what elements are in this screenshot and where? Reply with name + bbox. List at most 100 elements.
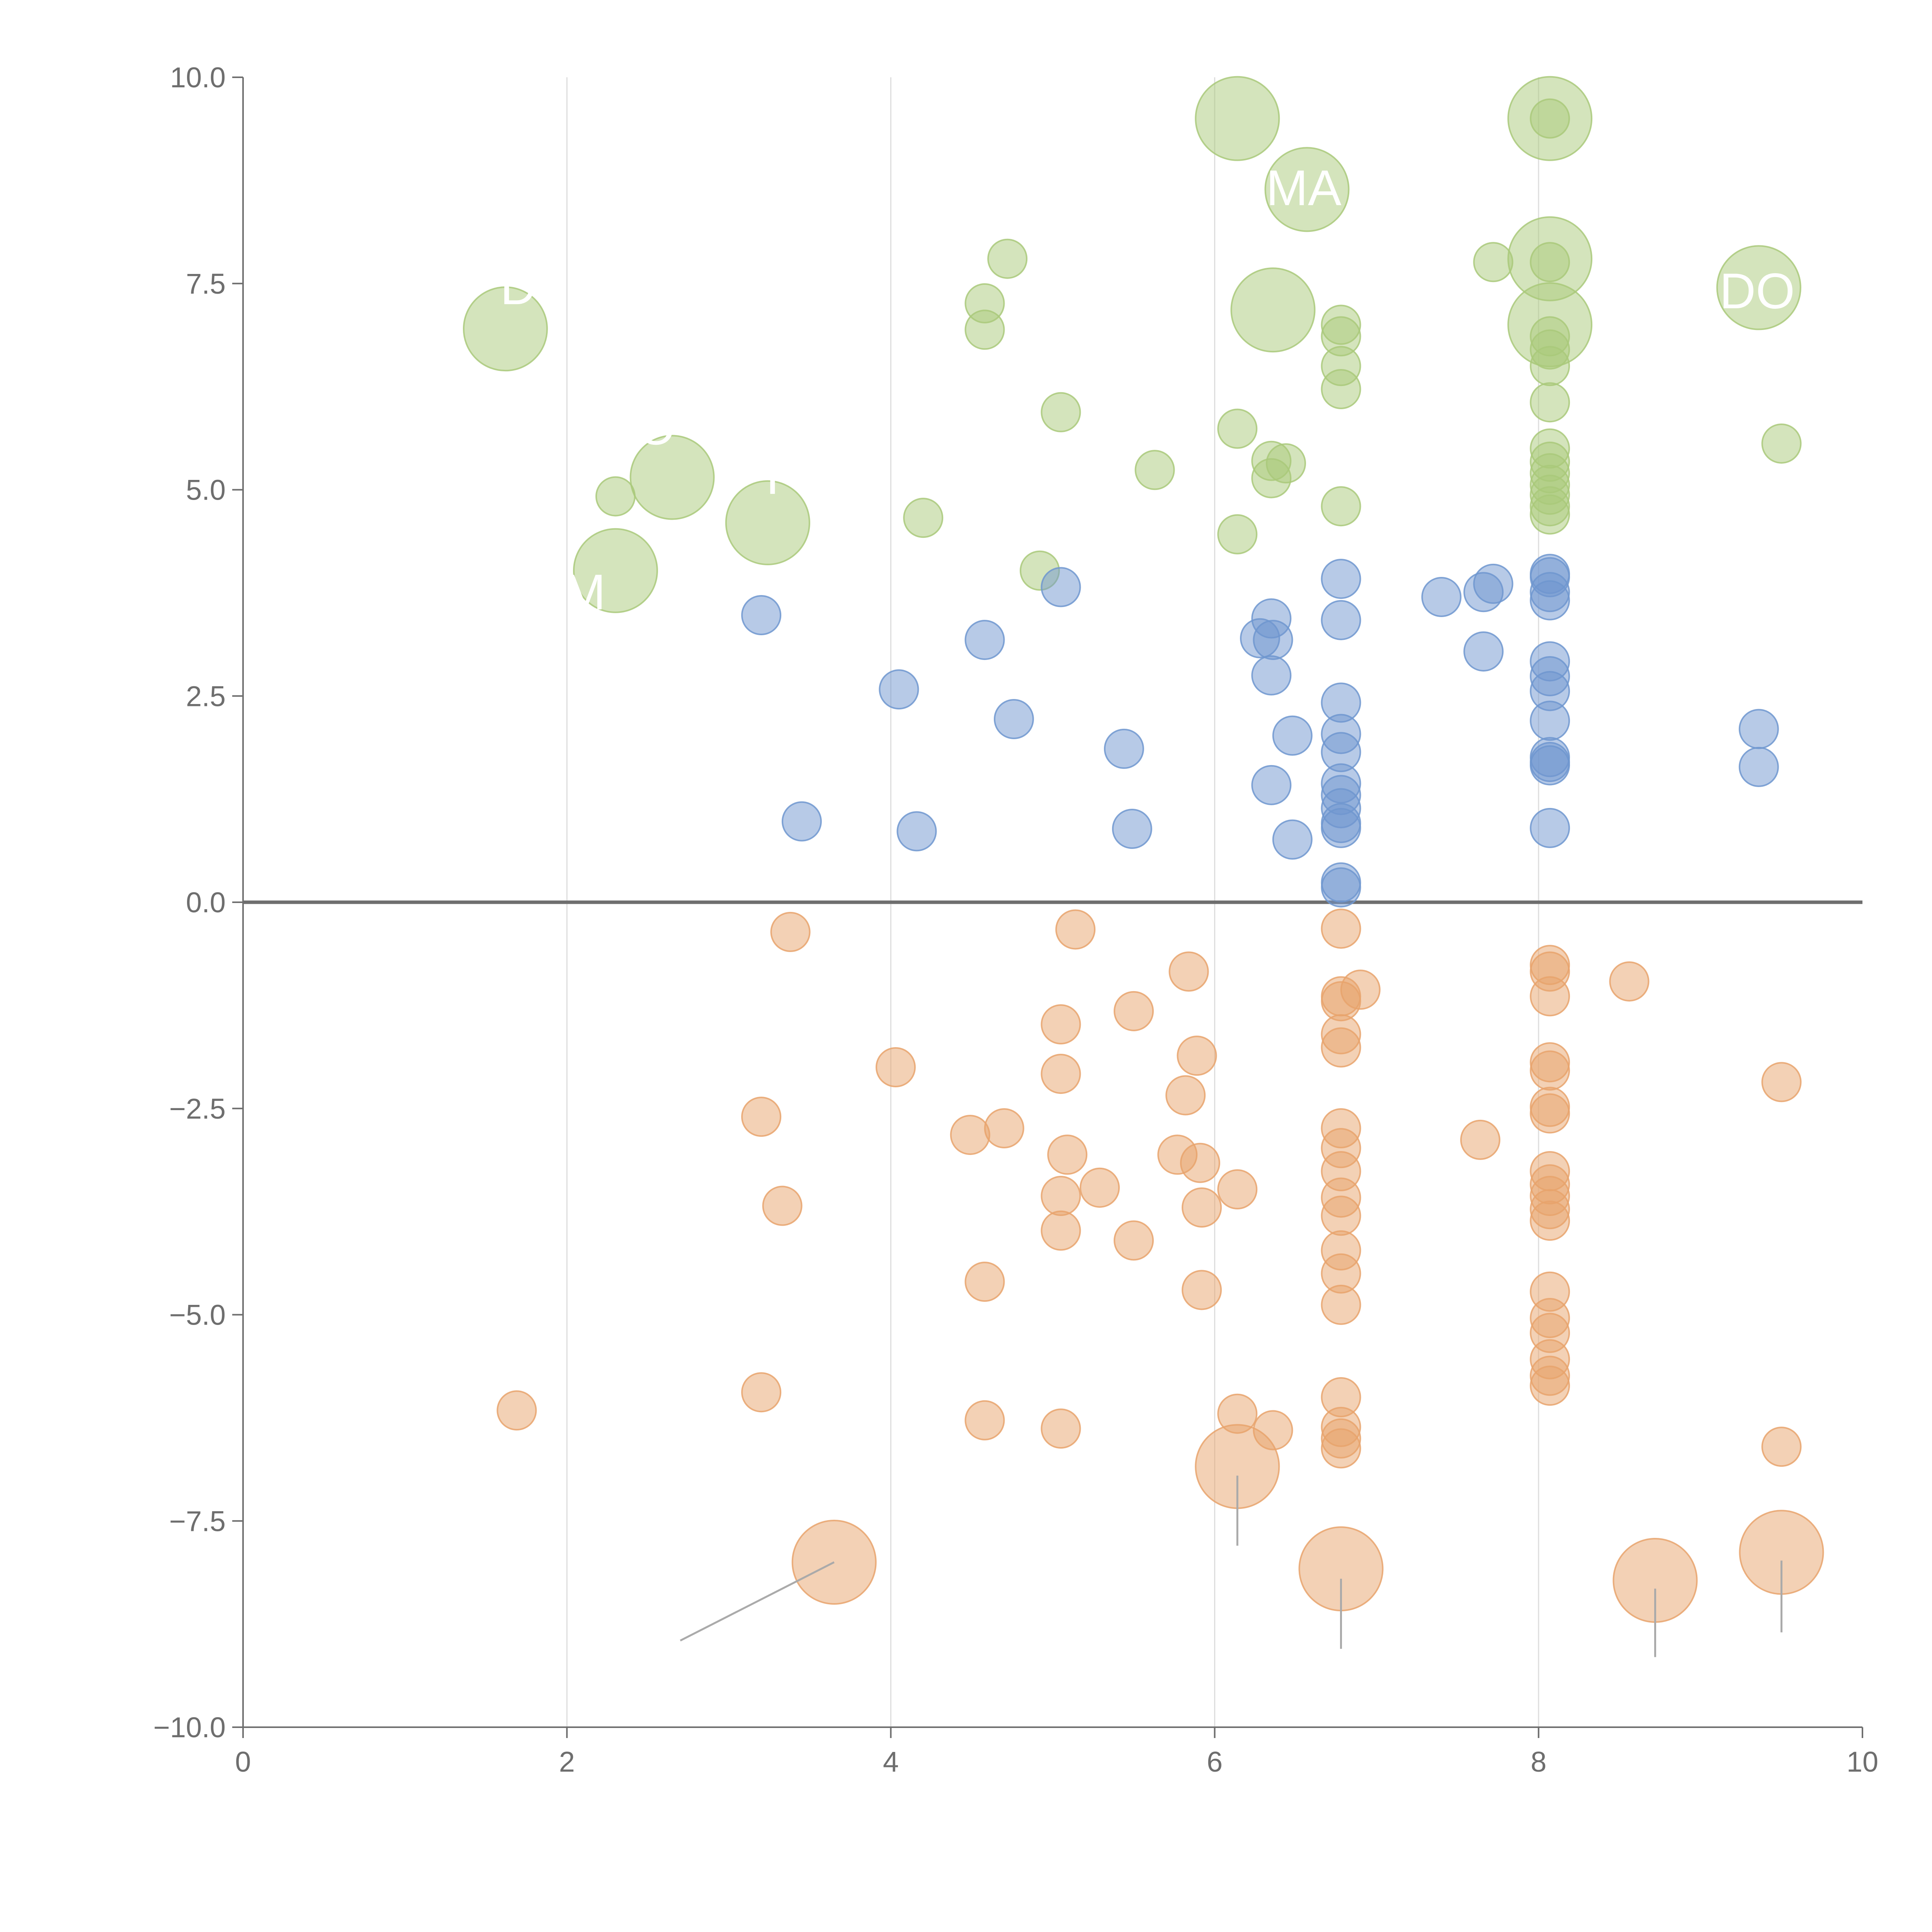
data-point	[1530, 346, 1570, 386]
data-point	[1041, 1054, 1081, 1094]
data-point	[1609, 961, 1650, 1002]
data-point	[1530, 976, 1570, 1017]
data-point	[1321, 808, 1361, 848]
data-point	[1473, 242, 1514, 282]
annotation-label: DO	[1719, 263, 1795, 319]
data-point	[1272, 715, 1313, 756]
y-tick-label: 10.0	[170, 61, 226, 94]
data-point	[1264, 147, 1350, 232]
y-tick-label: −2.5	[169, 1093, 226, 1125]
data-point	[1321, 1027, 1361, 1068]
data-point	[1321, 1284, 1361, 1325]
data-point	[1716, 245, 1801, 330]
data-point	[875, 1047, 916, 1087]
data-point	[1104, 728, 1144, 769]
x-tick-label: 0	[235, 1746, 251, 1778]
series-negative	[497, 908, 1824, 1623]
data-point	[1460, 1119, 1500, 1160]
data-point	[1530, 701, 1570, 741]
x-tick-label: 8	[1531, 1746, 1546, 1778]
data-point	[1530, 1201, 1570, 1241]
data-point	[497, 1390, 537, 1431]
y-tick-label: −7.5	[169, 1505, 226, 1537]
x-tick-label: 10	[1847, 1746, 1878, 1778]
y-tick-label: 5.0	[186, 474, 226, 506]
data-point	[1253, 620, 1293, 660]
data-point	[1761, 1427, 1802, 1467]
data-point	[781, 801, 822, 842]
data-point	[950, 1115, 990, 1155]
y-tick-label: −10.0	[153, 1711, 226, 1743]
data-point	[1253, 1410, 1293, 1451]
data-point	[1761, 423, 1802, 464]
data-point	[770, 912, 811, 952]
data-point	[1217, 514, 1258, 554]
data-point	[1041, 1408, 1081, 1449]
data-point	[993, 699, 1034, 740]
data-point	[1321, 1196, 1361, 1236]
axes: 0 2 4 6 8 10 10.0 7.5 5.0 2.5 0.0 −2.5 −5.0 −7.5 −10.0	[153, 61, 1878, 1778]
data-point	[1321, 600, 1361, 640]
data-point	[1182, 1187, 1222, 1228]
data-point	[595, 476, 636, 517]
data-point	[1165, 1075, 1206, 1116]
data-point	[879, 669, 919, 710]
series-positive-low	[741, 554, 1779, 908]
data-point	[1266, 443, 1306, 484]
data-point	[1272, 819, 1313, 860]
data-point	[1047, 1134, 1088, 1175]
data-point	[1738, 747, 1779, 787]
x-tick-label: 2	[559, 1746, 575, 1778]
data-point	[1530, 580, 1570, 621]
data-point	[1340, 969, 1381, 1010]
data-point	[964, 1400, 1005, 1440]
data-points	[463, 76, 1824, 1623]
data-point	[1761, 1062, 1802, 1102]
data-point	[903, 498, 944, 538]
annotation-label: EX	[1308, 1480, 1374, 1536]
data-point	[1041, 1176, 1081, 1216]
data-point	[1251, 765, 1292, 805]
data-point	[1114, 1220, 1154, 1261]
data-point	[1530, 242, 1570, 282]
data-point	[762, 1185, 803, 1226]
data-point	[741, 595, 782, 636]
data-point	[1530, 98, 1570, 139]
y-tick-label: −5.0	[169, 1299, 226, 1331]
annotation-label: D	[500, 259, 537, 315]
data-point	[987, 238, 1028, 279]
data-point	[1134, 450, 1175, 490]
data-point	[1177, 1036, 1217, 1076]
data-point	[1321, 559, 1361, 599]
data-point	[1530, 1093, 1570, 1134]
data-point	[1530, 1050, 1570, 1091]
data-point	[741, 1097, 782, 1137]
data-point	[1180, 1143, 1220, 1183]
data-point	[1463, 631, 1504, 672]
data-point	[1421, 577, 1462, 617]
x-tick-label: 4	[883, 1746, 899, 1778]
data-point	[964, 310, 1005, 350]
x-tick-label: 6	[1207, 1746, 1223, 1778]
data-point	[629, 435, 715, 520]
data-point	[1041, 567, 1081, 607]
data-point	[1041, 1004, 1081, 1044]
data-point	[1168, 951, 1209, 992]
data-point	[1530, 745, 1570, 786]
data-point	[964, 620, 1005, 660]
data-point	[1530, 808, 1570, 848]
data-point	[1230, 267, 1316, 353]
data-point	[1321, 908, 1361, 949]
annotation-label: M	[564, 564, 605, 620]
data-point	[725, 480, 810, 565]
data-point	[896, 811, 937, 852]
data-point	[1321, 867, 1361, 908]
data-point	[1041, 1210, 1081, 1251]
y-tick-label: 2.5	[186, 680, 226, 712]
data-point	[1530, 382, 1570, 423]
data-point	[1182, 1270, 1222, 1310]
data-point	[1321, 1428, 1361, 1469]
data-point	[1041, 392, 1081, 432]
